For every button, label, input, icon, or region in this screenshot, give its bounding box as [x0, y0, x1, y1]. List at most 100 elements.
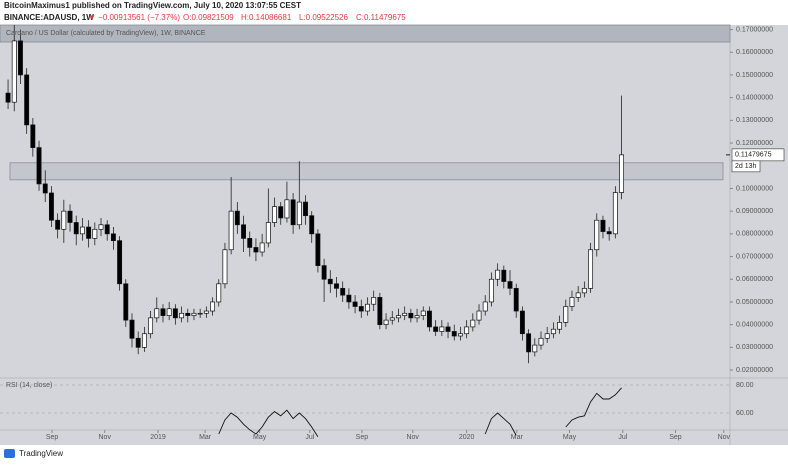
chart-background: [0, 25, 788, 445]
y-tick-label: 0.07000000: [736, 253, 773, 260]
candle-body: [600, 219, 606, 232]
y-tick-label: 0.04000000: [736, 321, 773, 328]
candle-body: [501, 269, 507, 282]
candle-body: [488, 278, 494, 303]
x-tick-label: Nov: [99, 434, 112, 441]
candle-body: [86, 226, 92, 239]
y-tick-label: 0.12000000: [736, 140, 773, 147]
x-tick-label: Nov: [406, 434, 419, 441]
x-tick-label: Nov: [718, 434, 731, 441]
y-tick-label: 0.08000000: [736, 231, 773, 238]
ohlc-open: O:0.09821509: [183, 13, 234, 22]
y-tick-label: 0.02000000: [736, 367, 773, 374]
candle-body: [284, 199, 290, 219]
candle-body: [402, 312, 408, 316]
x-tick-label: Sep: [46, 434, 59, 441]
x-tick-label: 2020: [459, 434, 475, 441]
candle-body: [358, 306, 364, 312]
candle-body: [92, 228, 98, 239]
candle-body: [185, 312, 191, 316]
candle-body: [154, 308, 160, 319]
y-tick-label: 0.05000000: [736, 299, 773, 306]
ohlc-high: H:0.14086681: [241, 13, 292, 22]
candle-body: [464, 326, 470, 335]
footer-logo: [4, 449, 15, 458]
candle-body: [253, 247, 259, 253]
candle-body: [581, 287, 587, 294]
candle-body: [408, 312, 414, 319]
candle-body: [30, 124, 36, 148]
x-tick-label: Sep: [669, 434, 682, 441]
y-tick-label: 0.15000000: [736, 72, 773, 79]
candle-body: [457, 333, 463, 337]
candle-body: [55, 219, 61, 230]
candle-body: [414, 315, 420, 319]
candle-body: [247, 238, 253, 248]
candle-body: [420, 310, 426, 316]
x-tick-label: Jul: [618, 434, 627, 441]
candle-body: [470, 319, 476, 328]
candle-body: [210, 301, 216, 312]
candle-body: [588, 249, 594, 289]
candle-body: [172, 308, 178, 319]
countdown-box: [731, 160, 761, 173]
rsi-label: RSI (14, close): [6, 382, 52, 389]
candle-body: [296, 201, 302, 226]
candle-body: [67, 210, 73, 223]
candle-body: [197, 312, 203, 315]
rsi-tick-label: 80.00: [736, 382, 754, 389]
candle-body: [557, 322, 563, 330]
candle-body: [98, 224, 104, 230]
zone: [9, 162, 724, 181]
y-tick-label: 0.03000000: [736, 344, 773, 351]
candle-body: [24, 74, 30, 126]
countdown: 2d 13h: [735, 163, 757, 170]
candle-body: [259, 242, 265, 253]
candle-body: [513, 287, 519, 312]
candle-body: [396, 315, 401, 319]
candle-body: [203, 310, 209, 314]
candle-body: [315, 233, 321, 266]
candle-body: [36, 147, 42, 185]
y-tick-label: 0.10000000: [736, 185, 773, 192]
candle-body: [110, 233, 116, 242]
candle-body: [272, 206, 277, 223]
candle-body: [309, 215, 315, 235]
ohlc-low: L:0.09522526: [299, 13, 348, 22]
candle-body: [433, 326, 439, 332]
candle-body: [135, 337, 141, 348]
candle-body: [148, 317, 154, 335]
chart-title: Cardano / US Dollar (calculated by Tradi…: [6, 30, 206, 37]
x-tick-label: Jul: [305, 434, 314, 441]
candle-body: [61, 210, 67, 230]
candle-body: [42, 183, 48, 194]
y-tick-label: 0.14000000: [736, 94, 773, 101]
candle-body: [160, 308, 166, 316]
candle-body: [526, 333, 532, 353]
candle-body: [507, 281, 513, 289]
candle-body: [278, 206, 284, 219]
candle-body: [482, 301, 488, 312]
y-tick-label: 0.13000000: [736, 117, 773, 124]
candle-body: [73, 222, 79, 235]
candle-body: [334, 283, 339, 289]
candle-body: [191, 312, 197, 316]
x-tick-label: 2019: [150, 434, 166, 441]
candle-body: [290, 199, 296, 226]
candle-body: [519, 310, 525, 335]
rsi-tick-label: 60.00: [736, 410, 754, 417]
candle-body: [426, 310, 432, 328]
zone: [0, 24, 731, 43]
candle-body: [123, 283, 129, 321]
candle-body: [606, 231, 612, 235]
x-tick-label: May: [563, 434, 577, 441]
candle-body: [352, 301, 358, 307]
candle-body: [241, 224, 246, 239]
x-tick-label: May: [253, 434, 267, 441]
candle-body: [222, 249, 228, 285]
candle-body: [377, 297, 383, 326]
candle-body: [321, 265, 327, 280]
candle-body: [439, 326, 445, 332]
x-tick-label: Mar: [511, 434, 524, 441]
